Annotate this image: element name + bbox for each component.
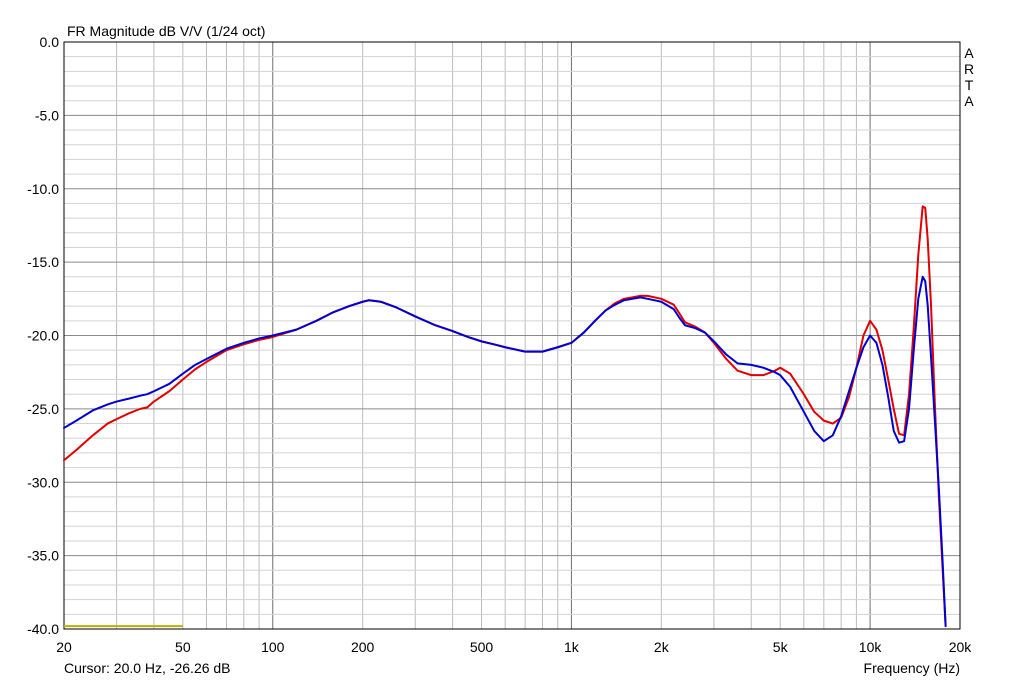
y-tick-label: -25.0 [27,401,59,417]
series-layer [63,205,947,628]
x-tick-label: 1k [564,639,580,655]
chart-title: FR Magnitude dB V/V (1/24 oct) [67,23,265,39]
y-tick-label: -5.0 [35,107,59,123]
y-tick-label: -30.0 [27,474,59,490]
x-tick-label: 20k [949,639,973,655]
x-tick-label: 50 [175,639,191,655]
y-tick-label: -15.0 [27,254,59,270]
plot-frame [63,41,961,630]
y-tick-label: -20.0 [27,328,59,344]
x-tick-label: 500 [470,639,494,655]
watermark-letter: A [964,93,974,109]
x-axis-label: Frequency (Hz) [864,660,960,676]
x-tick-label: 200 [351,639,375,655]
series-line-blue [63,275,947,628]
tick-label-layer: 20 50 100 200 500 1k 2k 5k 10k 20k 0.0 -5.0 -10.0 -15… [27,34,972,655]
series-line-red [63,205,947,628]
watermark-letter: A [964,45,974,61]
grid-layer [63,42,961,629]
x-tick-label: 100 [261,639,285,655]
x-tick-label: 5k [773,639,789,655]
x-tick-label: 20 [56,639,72,655]
cursor-readout: Cursor: 20.0 Hz, -26.26 dB [64,660,231,676]
watermark-letter: R [964,61,974,77]
y-tick-label: -40.0 [27,621,59,637]
watermark-letter: T [965,77,974,93]
y-tick-label: -10.0 [27,181,59,197]
y-tick-label: -35.0 [27,548,59,564]
x-tick-label: 10k [859,639,883,655]
x-tick-label: 2k [654,639,670,655]
y-tick-label: 0.0 [40,34,60,50]
